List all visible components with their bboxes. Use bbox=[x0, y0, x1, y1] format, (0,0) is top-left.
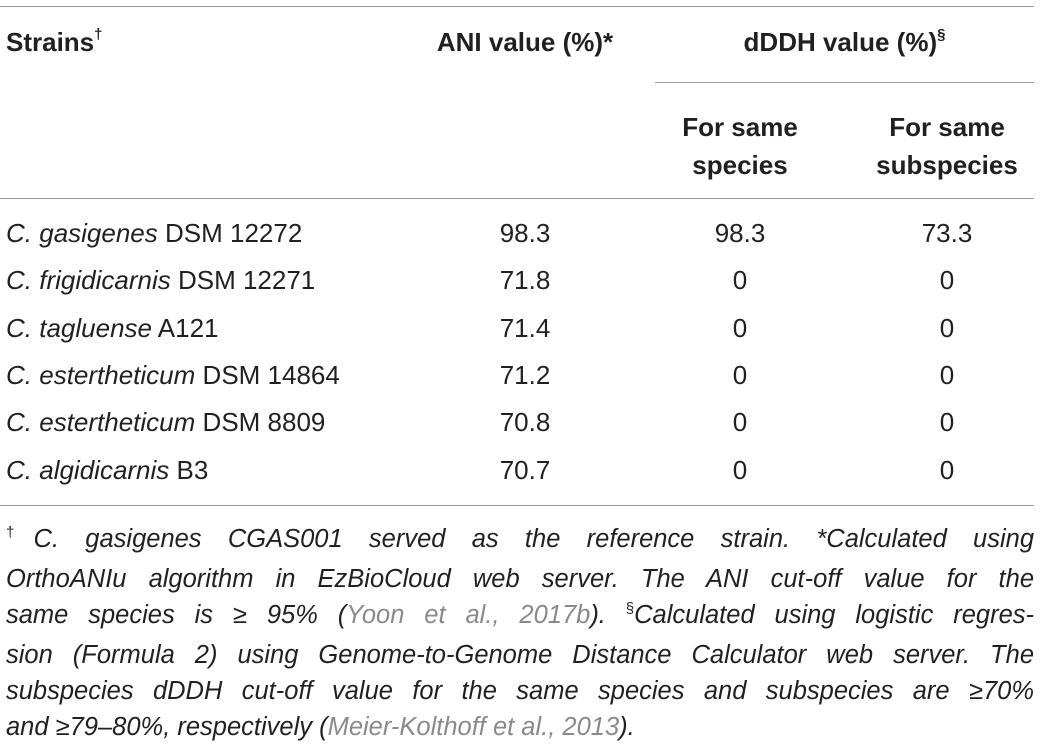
same-subspecies-value-cell: 0 bbox=[939, 313, 955, 343]
footnote-line-1: †C. gasigenes CGAS001 served as the refe… bbox=[6, 524, 1034, 553]
header-strains: Strains† bbox=[6, 26, 103, 57]
footnote-line-2: OrthoANIu algorithm in EzBioCloud web se… bbox=[6, 565, 1034, 593]
reference-link-meier-kolthoff[interactable]: Meier-Kolthoff et al., 2013 bbox=[327, 713, 620, 741]
strain-cell: C. gasigenes DSM 12272 bbox=[6, 218, 302, 248]
footnote-line-6: and ≥79–80%, respectively (Meier-Kolthof… bbox=[6, 713, 635, 741]
ani-value-cell: 71.8 bbox=[499, 265, 551, 295]
same-subspecies-value-cell: 73.3 bbox=[921, 218, 973, 248]
strain-cell: C. estertheticum DSM 14864 bbox=[6, 360, 340, 390]
same-species-value-cell: 0 bbox=[732, 265, 748, 295]
footnote-line-5: subspecies dDDH cut-off value for the sa… bbox=[6, 677, 1034, 705]
footnote-line-3: same species is ≥ 95% (Yoon et al., 2017… bbox=[6, 600, 1035, 629]
same-subspecies-value-cell: 0 bbox=[939, 265, 955, 295]
table-footnote: †C. gasigenes CGAS001 served as the refe… bbox=[6, 521, 1034, 745]
strain-species-epithet: tagluense bbox=[39, 313, 152, 343]
strain-species-name: C. bbox=[6, 360, 32, 390]
strain-cell: C. algidicarnis B3 bbox=[6, 455, 208, 485]
ani-value-cell: 70.7 bbox=[499, 455, 551, 485]
top-rule bbox=[0, 6, 1034, 7]
ani-value-cell: 98.3 bbox=[499, 218, 551, 248]
strain-species-name: C. bbox=[6, 313, 32, 343]
strain-species-epithet: frigidicarnis bbox=[39, 265, 171, 295]
strain-cell: C. estertheticum DSM 8809 bbox=[6, 407, 325, 437]
strain-designation: DSM 8809 bbox=[202, 407, 326, 437]
strain-designation: DSM 14864 bbox=[202, 360, 340, 390]
footnote-line-4: sion (Formula 2) using Genome-to-Genome … bbox=[6, 641, 1034, 669]
header-ani: ANI value (%)* bbox=[436, 27, 614, 57]
same-subspecies-value-cell: 0 bbox=[939, 407, 955, 437]
strain-species-epithet: estertheticum bbox=[39, 407, 196, 437]
header-same-subspecies: For same subspecies bbox=[876, 112, 1018, 180]
strain-designation: DSM 12271 bbox=[177, 265, 316, 295]
ani-value-cell: 70.8 bbox=[499, 407, 551, 437]
strain-species-epithet: algidicarnis bbox=[39, 455, 170, 485]
same-subspecies-value-cell: 0 bbox=[939, 360, 955, 390]
strain-designation: B3 bbox=[176, 455, 209, 485]
same-subspecies-value-cell: 0 bbox=[939, 455, 955, 485]
same-species-value-cell: 0 bbox=[732, 455, 748, 485]
same-species-value-cell: 0 bbox=[732, 407, 748, 437]
header-bottom-rule bbox=[0, 198, 1034, 199]
strain-species-name: C. bbox=[6, 218, 32, 248]
strain-species-name: C. bbox=[6, 265, 32, 295]
dddh-group-rule bbox=[655, 82, 1034, 83]
ani-value-cell: 71.2 bbox=[499, 360, 551, 390]
same-species-value-cell: 0 bbox=[732, 360, 748, 390]
table-bottom-rule bbox=[0, 505, 1034, 506]
strain-cell: C. tagluense A121 bbox=[6, 313, 219, 343]
strain-species-name: C. bbox=[6, 455, 32, 485]
same-species-value-cell: 0 bbox=[732, 313, 748, 343]
strain-species-name: C. bbox=[6, 407, 32, 437]
ani-value-cell: 71.4 bbox=[499, 313, 551, 343]
strain-species-epithet: gasigenes bbox=[39, 218, 158, 248]
strain-designation: DSM 12272 bbox=[165, 218, 303, 248]
strain-cell: C. frigidicarnis DSM 12271 bbox=[6, 265, 315, 295]
strain-species-epithet: estertheticum bbox=[39, 360, 196, 390]
header-same-species: For same species bbox=[682, 112, 798, 180]
header-dddh: dDDH value (%)§ bbox=[743, 26, 946, 57]
reference-link-yoon[interactable]: Yoon et al., 2017b bbox=[346, 601, 591, 629]
same-species-value-cell: 98.3 bbox=[714, 218, 766, 248]
strain-designation: A121 bbox=[157, 313, 219, 343]
